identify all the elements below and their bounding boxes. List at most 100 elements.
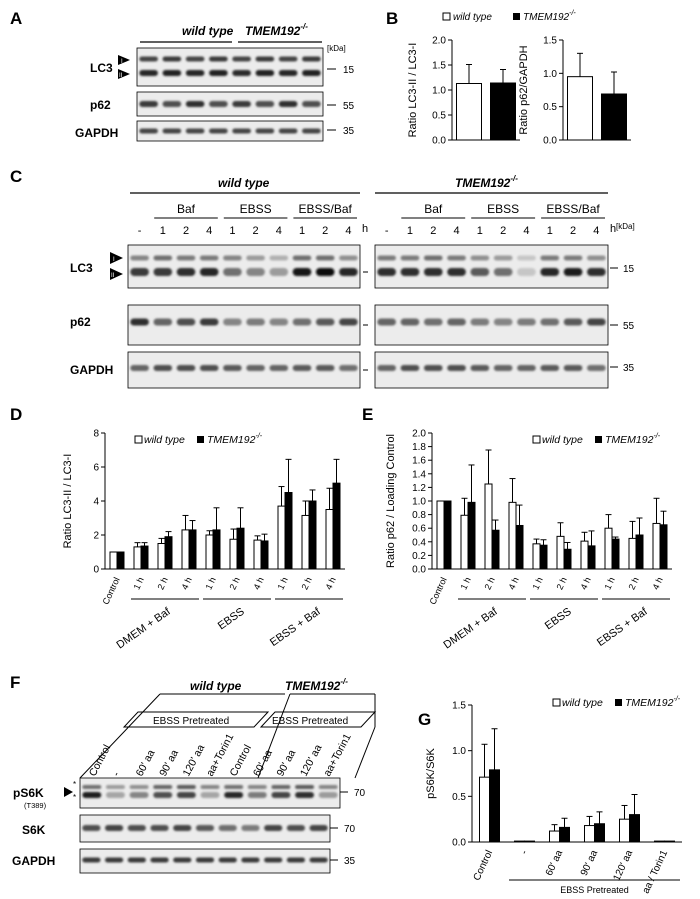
- panel-f-ps6k-lower-band-5: [176, 792, 196, 798]
- panel-e-ytick-label-4: 0.6: [412, 524, 426, 535]
- panel-a-p62-band-3: [185, 101, 205, 107]
- panel-f-ps6k-lower-band-6: [200, 792, 220, 798]
- panel-a-mw15: 15: [343, 65, 355, 76]
- panel-letter-b: B: [386, 9, 398, 28]
- panel-g-bar-1-2: [489, 769, 500, 843]
- panel-f-ps6k-upper-band-2: [106, 785, 125, 789]
- panel-c-side1-lc3-ii-band-3: [176, 268, 196, 276]
- panel-f-ps6k-lower-band-9: [271, 792, 291, 798]
- panel-g-chart: 0.0 0.5 1.0 1.5 pS6K/S6K Control - 60' aa 90' aa…: [425, 696, 682, 895]
- panel-f-lane-label-11: aa+Torin1: [321, 732, 353, 779]
- panel-c-side1-gapdh-band-10: [339, 365, 358, 371]
- panel-c-side1-p62-band-6: [246, 318, 265, 326]
- panel-g-cat-label-3: 60' aa: [544, 848, 566, 877]
- panel-a-p62-band-8: [302, 101, 321, 107]
- panel-g-ylabel: pS6K/S6K: [425, 747, 437, 798]
- panel-f-ps6k-upper-band-8: [247, 785, 267, 789]
- panel-c-side1-lc3-ii-band-5: [223, 268, 242, 276]
- panel-f-ps6k-site: (T389): [24, 801, 47, 810]
- panel-a-gapdh-label: GAPDH: [75, 126, 118, 140]
- panel-c-side1-p62-band-7: [269, 318, 289, 326]
- panel-c-side1-lc3-blot: [127, 244, 361, 289]
- panel-d-bar-5-2: [212, 529, 221, 570]
- panel-c-side2-lc3-i-band-8: [540, 255, 560, 261]
- panel-f-s6k-band-4: [150, 825, 169, 831]
- panel-g-bar-2-2: [524, 840, 535, 843]
- panel-c-side1-gapdh-band-7: [269, 365, 289, 371]
- panel-g-cat-label-2: -: [519, 849, 530, 857]
- panel-d-cat-label-1: Control: [100, 576, 121, 607]
- panel-c-side2-p62-band-4: [447, 318, 466, 326]
- panel-c-side2-lane6: 2: [500, 225, 506, 237]
- panel-e-bar-4-1: [508, 501, 517, 570]
- panel-c-side2-lc3-i-band-7: [517, 255, 536, 261]
- panel-g-group-label: EBSS Pretreated: [560, 885, 629, 895]
- panel-a-gapdh-band-1: [139, 128, 158, 134]
- panel-c-side2-group3-label: EBSS/Baf: [546, 202, 600, 216]
- panel-f-s6k-band-3: [127, 825, 146, 831]
- panel-a-mw55: 55: [343, 101, 355, 112]
- panel-f-ps6k-lower-band-3: [129, 792, 149, 798]
- panel-c-blots: [127, 244, 609, 389]
- panel-c-side2-gapdh-band-8: [540, 365, 560, 371]
- panel-f-gapdh-band-8: [241, 857, 260, 863]
- panel-d-legend-wt: wild type: [144, 434, 185, 446]
- panel-f-ps6k-lower-band-4: [153, 792, 173, 798]
- panel-f-s6k-label: S6K: [22, 823, 46, 837]
- panel-a-marker-ii: II: [119, 73, 123, 79]
- panel-g-bar-4-1: [584, 825, 595, 843]
- panel-d-cat-label-5: 1 h: [203, 576, 217, 592]
- panel-c-side1-lane7: 4: [276, 225, 282, 237]
- panel-a-ko-label: TMEM192-/-: [245, 22, 308, 38]
- panel-c-side2-time-unit: h: [610, 223, 616, 235]
- panel-g-ytick-label-3: 1.0: [452, 746, 466, 757]
- panel-c-side2-group1-label: Baf: [424, 202, 443, 216]
- panel-d-cat-label-6: 2 h: [227, 576, 241, 592]
- panel-c-side1-lc3-ii-band-2: [153, 268, 173, 276]
- panel-g-legend-ko-swatch: [615, 699, 622, 706]
- panel-d-bar-6-1: [229, 538, 238, 570]
- panel-c-side1-p62-band-10: [339, 318, 358, 326]
- panel-a-p62-label: p62: [90, 98, 111, 112]
- panel-e-bar-4-2: [515, 524, 524, 570]
- panel-c-side2-lane2: 1: [407, 225, 413, 237]
- panel-c-p62-label: p62: [70, 315, 91, 329]
- panel-c-side1-lc3-i-band-6: [246, 255, 265, 261]
- panel-c-side2-lane10: 4: [593, 225, 599, 237]
- panel-c-side1-lane5: 1: [229, 225, 235, 237]
- panel-c-side1-gapdh-band-9: [315, 365, 335, 371]
- panel-e-cat-label-2: 1 h: [458, 576, 472, 592]
- panel-c-side2-lane7: 4: [523, 225, 529, 237]
- panel-a-kda: [kDa]: [327, 44, 346, 53]
- panel-g-bar-6-1: [654, 840, 665, 843]
- panel-e-bar-8-2: [611, 538, 620, 570]
- panel-a-p62-band-7: [278, 101, 298, 107]
- panel-f-gapdh-band-2: [105, 857, 124, 863]
- panel-c-side1-gapdh-band-5: [223, 365, 242, 371]
- panel-a-lc3-i-band-8: [302, 56, 321, 62]
- panel-b-right-bar-2-1: [601, 93, 627, 141]
- panel-f-s6k-band-5: [173, 825, 192, 831]
- panel-c-side2-p62-band-2: [400, 318, 420, 326]
- panel-letter-e: E: [362, 405, 373, 424]
- panel-e-bar-5-1: [532, 543, 541, 570]
- panel-e-bar-10-1: [652, 522, 661, 570]
- panel-a-lc3-i-band-6: [255, 56, 275, 62]
- panel-a-lc3-ii-band-7: [278, 70, 298, 76]
- panel-c-side2-lane3: 2: [430, 225, 436, 237]
- panel-f-ps6k-upper-band-1: [82, 785, 102, 789]
- panel-c-side1-group1-label: Baf: [177, 202, 196, 216]
- panel-b-left-ytick-label-5: 2.0: [432, 36, 446, 47]
- panel-g-bar-6-2: [664, 840, 675, 843]
- panel-e-bar-3-2: [491, 529, 500, 570]
- panel-a-mw35: 35: [343, 126, 355, 137]
- panel-d-cat-label-10: 4 h: [323, 576, 337, 592]
- panel-a-gapdh-band-8: [302, 128, 321, 134]
- panel-e-cat-label-10: 4 h: [650, 576, 664, 592]
- panel-f-mw35: 35: [344, 856, 356, 867]
- panel-d-bar-8-2: [284, 492, 293, 570]
- panel-f-gapdh-band-6: [195, 857, 215, 863]
- panel-c-kda: [kDa]: [616, 222, 635, 231]
- panel-c-side1-lane6: 2: [253, 225, 259, 237]
